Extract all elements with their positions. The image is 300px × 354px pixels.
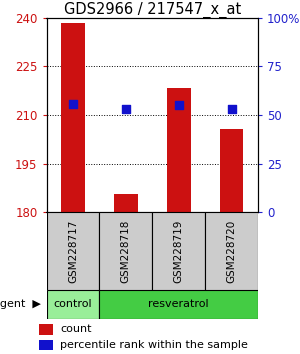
Point [123,106,128,112]
Text: control: control [54,299,92,309]
Bar [205,212,258,290]
Bar [39,324,53,335]
Bar [46,290,99,319]
Title: GDS2966 / 217547_x_at: GDS2966 / 217547_x_at [64,1,241,18]
Point [70,102,75,107]
Bar [99,290,258,319]
Text: agent  ▶: agent ▶ [0,299,40,309]
Bar [220,129,244,212]
Bar [167,88,190,212]
Bar [114,194,138,212]
Point [176,102,181,108]
Bar [39,340,53,350]
Text: percentile rank within the sample: percentile rank within the sample [61,340,248,350]
Text: resveratrol: resveratrol [148,299,209,309]
Bar [152,212,205,290]
Text: GSM228718: GSM228718 [121,219,131,283]
Text: GSM228717: GSM228717 [68,219,78,283]
Bar [99,212,152,290]
Text: GSM228719: GSM228719 [174,219,184,283]
Text: count: count [61,324,92,334]
Bar [46,212,99,290]
Text: GSM228720: GSM228720 [226,220,237,283]
Point [229,106,234,112]
Bar [61,23,85,212]
